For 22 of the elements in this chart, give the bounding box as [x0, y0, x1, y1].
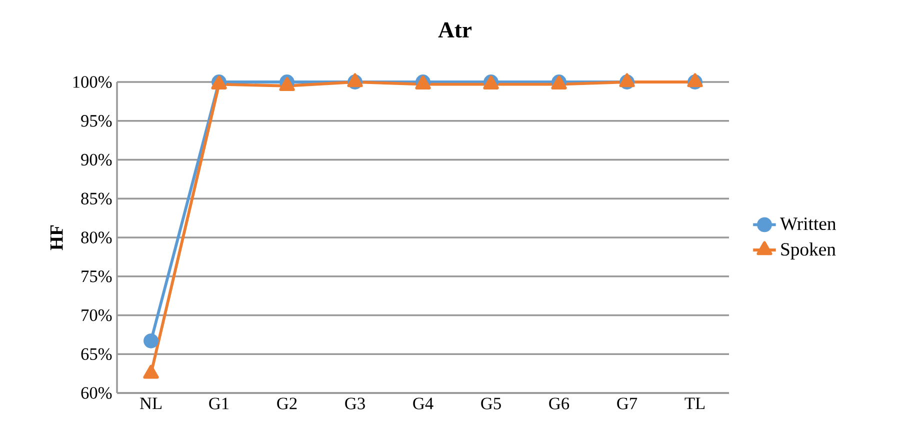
y-tick-label: 60% [81, 387, 112, 399]
x-tick-label: G2 [277, 398, 297, 410]
y-tick-label: 75% [82, 270, 112, 282]
y-tick-label: 65% [81, 348, 112, 360]
x-tick-label: G6 [549, 398, 570, 410]
legend-label: Spoken [781, 242, 836, 260]
chart-title: Atr [438, 22, 472, 38]
x-tick-label: G3 [345, 398, 365, 410]
x-tick-label: NL [140, 398, 162, 410]
y-tick-label: 95% [81, 115, 112, 127]
y-tick-label: 100% [73, 76, 112, 88]
y-tick-label: 80% [81, 232, 112, 244]
y-tick-label: 85% [81, 192, 112, 205]
legend-label: Written [780, 218, 836, 230]
x-tick-label: G5 [481, 398, 501, 410]
y-tick-label: 90% [81, 154, 112, 166]
x-tick-label: TL [684, 398, 705, 410]
y-axis-title: HF [50, 225, 63, 250]
x-tick-label: G4 [413, 398, 434, 410]
x-tick-label: G7 [617, 398, 638, 410]
y-tick-label: 70% [82, 309, 112, 322]
x-tick-label: G1 [209, 398, 229, 410]
